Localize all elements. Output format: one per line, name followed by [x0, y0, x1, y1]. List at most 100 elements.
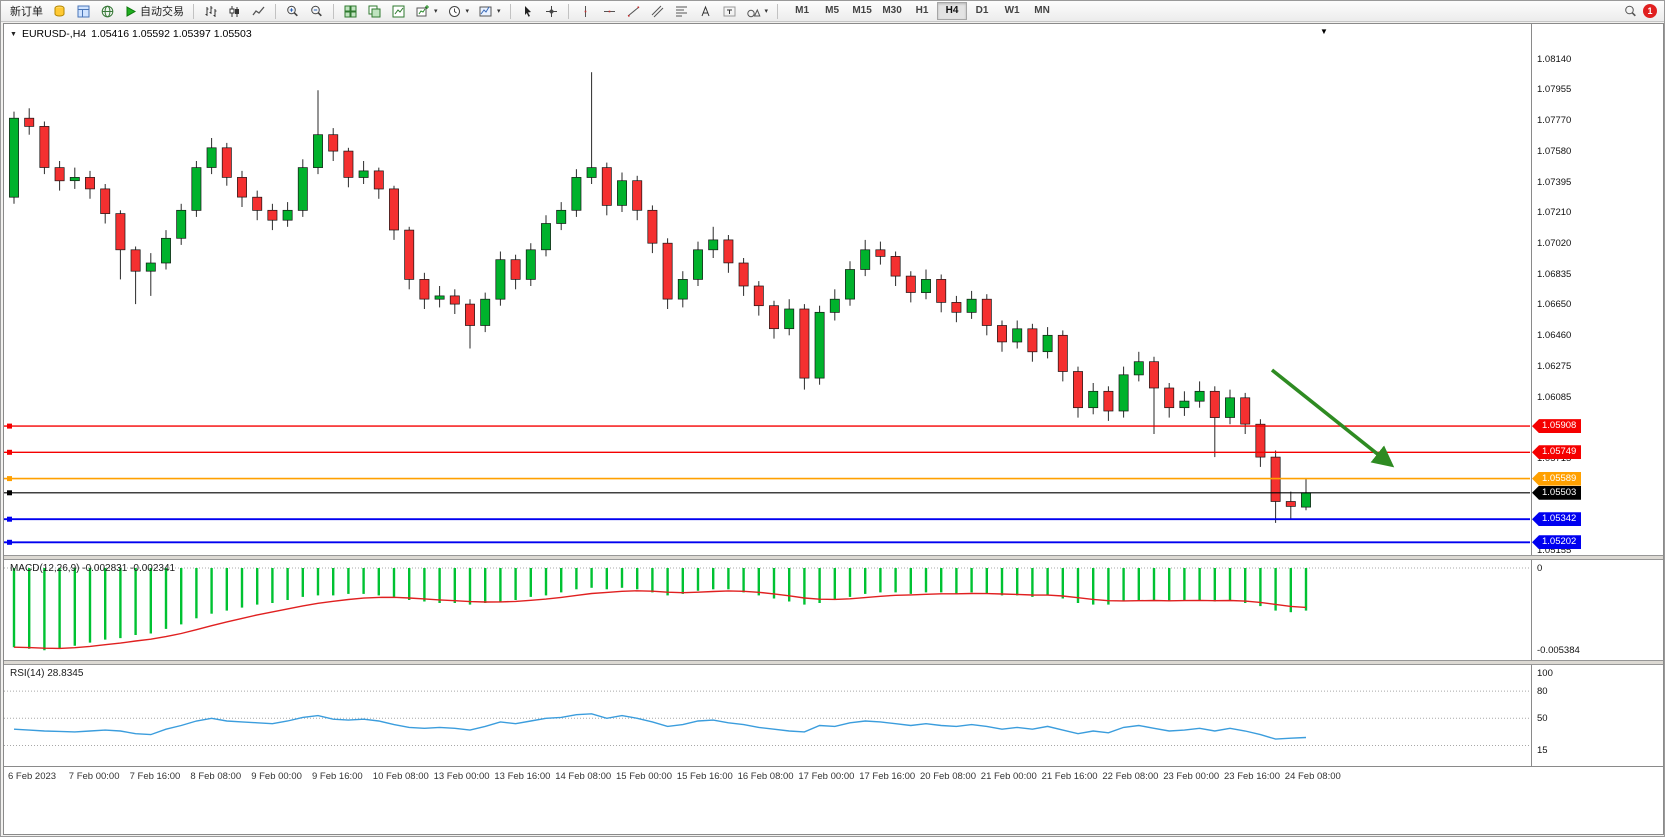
text-tool-button[interactable]: [694, 2, 717, 20]
price-axis[interactable]: 1.08140 1.07955 1.07770 1.07580 1.07395 1.072…: [1531, 24, 1663, 766]
chart-symbol-period: EURUSD-,H4: [21, 28, 87, 40]
timeframe-m5-button[interactable]: M5: [825, 5, 840, 16]
bar-chart-button[interactable]: [199, 2, 222, 20]
label-tool-button[interactable]: [718, 2, 741, 20]
toolbar-separator: [193, 3, 194, 19]
chevron-down-icon: ▾: [764, 7, 769, 15]
time-tick-label: 21 Feb 16:00: [1041, 771, 1098, 782]
rsi-axis-label: 80: [1537, 686, 1548, 698]
timeframe-m15-button[interactable]: M15: [852, 5, 872, 16]
timeframe-d1-button[interactable]: D1: [975, 5, 989, 16]
zoom-in-button[interactable]: [281, 2, 304, 20]
price-tick-label: 1.07580: [1537, 146, 1572, 158]
time-tick-label: 21 Feb 00:00: [980, 771, 1037, 782]
cursor-icon: [524, 5, 531, 17]
price-tick-label: 1.07210: [1537, 206, 1572, 218]
zoom-out-button[interactable]: [305, 2, 328, 20]
price-tick-label: 1.06085: [1537, 392, 1572, 404]
price-chart-canvas[interactable]: [4, 24, 1530, 555]
timeframe-h1-button[interactable]: H1: [915, 5, 929, 16]
search-icon: [1625, 5, 1636, 16]
macd-panel: MACD(12,26,9) -0.002831 -0.002341: [4, 560, 1530, 660]
rsi-axis-label: 15: [1537, 745, 1548, 756]
time-tick-label: 9 Feb 16:00: [312, 771, 363, 782]
rsi-panel: RSI(14) 28.8345: [4, 665, 1530, 766]
toolbar-separator: [275, 3, 276, 19]
macd-name: MACD(12,26,9): [10, 563, 80, 574]
tile-windows-button[interactable]: [339, 2, 362, 20]
market-watch-button[interactable]: [48, 2, 71, 20]
time-tick-label: 8 Feb 08:00: [190, 771, 242, 782]
price-level-label: 1.05342: [1532, 512, 1582, 527]
terminal-button[interactable]: [96, 2, 119, 20]
price-level-label: 1.05202: [1532, 535, 1582, 550]
macd-main-value: -0.002831: [82, 563, 128, 574]
time-axis[interactable]: 6 Feb 2023 7 Feb 00:00 7 Feb 16:00 8 Feb 08…: [4, 766, 1663, 788]
rsi-axis-label: 50: [1537, 713, 1548, 725]
vertical-line-button[interactable]: [574, 2, 597, 20]
chart-ohlc-values: 1.05416 1.05592 1.05397 1.05503: [91, 28, 252, 40]
rsi-canvas[interactable]: [4, 665, 1530, 766]
trendline-button[interactable]: [622, 2, 645, 20]
timeframe-w1-button[interactable]: W1: [1004, 5, 1020, 16]
timeframe-mn-button[interactable]: MN: [1034, 5, 1050, 16]
toolbar-separator: [333, 3, 334, 19]
horizontal-line-button[interactable]: [598, 2, 621, 20]
new-chart-button[interactable]: ▾: [411, 2, 442, 20]
new-chart-icon: [416, 4, 429, 16]
time-tick-label: 16 Feb 08:00: [737, 771, 794, 782]
timeframe-m30-button[interactable]: M30: [882, 5, 902, 16]
new-order-button[interactable]: 新订单: [6, 2, 47, 20]
macd-canvas[interactable]: [4, 560, 1530, 660]
price-tick-label: 1.06650: [1537, 299, 1572, 311]
line-chart-button[interactable]: [247, 2, 270, 20]
template-icon: [479, 6, 492, 16]
price-tick-label: 1.07395: [1537, 176, 1572, 188]
time-tick-label: 7 Feb 16:00: [129, 771, 181, 782]
crosshair-icon: [545, 5, 557, 17]
candlestick-chart-button[interactable]: [223, 2, 246, 20]
rsi-value: 28.8345: [47, 668, 84, 679]
clock-icon: [448, 5, 460, 17]
chart-shift-button[interactable]: [387, 2, 410, 20]
time-tick-label: 14 Feb 08:00: [555, 771, 612, 782]
shapes-button[interactable]: ▾: [742, 2, 773, 20]
crosshair-button[interactable]: [540, 2, 563, 20]
label-tool-icon: [723, 6, 736, 16]
panel-splitter[interactable]: [4, 660, 1663, 665]
time-tick-label: 13 Feb 16:00: [494, 771, 551, 782]
time-tick-label: 13 Feb 00:00: [433, 771, 490, 782]
text-tool-icon: [701, 5, 710, 16]
fibonacci-button[interactable]: [670, 2, 693, 20]
chart-menu-icon[interactable]: ▼: [10, 30, 17, 38]
channel-button[interactable]: [646, 2, 669, 20]
new-order-label: 新订单: [10, 6, 43, 18]
periods-button[interactable]: ▾: [443, 2, 474, 20]
time-tick-label: 7 Feb 00:00: [68, 771, 120, 782]
price-tick-label: 1.06835: [1537, 268, 1572, 280]
navigator-button[interactable]: [72, 2, 95, 20]
line-chart-icon: [252, 6, 265, 15]
notification-badge[interactable]: 1: [1643, 4, 1657, 18]
cascade-windows-button[interactable]: [363, 2, 386, 20]
search-button[interactable]: [1619, 2, 1642, 20]
macd-signal-value: -0.002341: [130, 563, 176, 574]
cursor-button[interactable]: [516, 2, 539, 20]
price-tick-label: 1.05155: [1537, 545, 1572, 556]
timeframe-m1-button[interactable]: M1: [795, 5, 810, 16]
globe-icon: [101, 5, 114, 17]
time-tick-label: 17 Feb 16:00: [859, 771, 916, 782]
scroll-to-end-marker[interactable]: ▼: [1320, 27, 1328, 36]
auto-trading-button[interactable]: 自动交易: [120, 2, 188, 20]
price-tick-label: 1.08140: [1537, 54, 1572, 65]
templates-button[interactable]: ▾: [474, 2, 505, 20]
rsi-name: RSI(14): [10, 668, 45, 679]
toolbar-separator: [509, 3, 511, 19]
price-level-label: 1.05749: [1532, 445, 1582, 460]
toolbar-separator: [567, 3, 569, 19]
timeframe-h4-button[interactable]: H4: [937, 2, 968, 20]
panel-splitter[interactable]: [4, 555, 1663, 560]
price-tick-label: 1.07770: [1537, 114, 1572, 126]
trendline-icon: [627, 6, 639, 17]
